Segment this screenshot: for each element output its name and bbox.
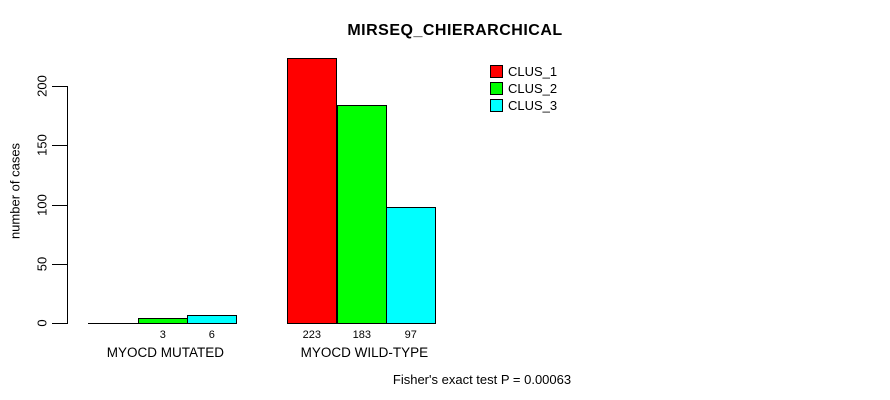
annotation-text: Fisher's exact test P = 0.00063 xyxy=(392,372,572,387)
bar-clus_1-mutated xyxy=(88,323,138,324)
y-tick-label: 150 xyxy=(34,134,50,157)
bar-value-label: 183 xyxy=(352,329,371,341)
bar-clus_1-wild-type xyxy=(287,58,337,324)
x-axis-group-label: MYOCD WILD-TYPE xyxy=(300,345,429,360)
y-tick-mark xyxy=(52,323,68,324)
bar-value-label: 3 xyxy=(159,329,166,341)
y-tick-mark xyxy=(52,86,68,87)
legend-swatch-clus_1 xyxy=(490,65,503,78)
y-tick-label: 100 xyxy=(34,193,50,216)
legend-label-clus_1: CLUS_1 xyxy=(508,64,558,79)
legend-label-clus_2: CLUS_2 xyxy=(508,81,558,96)
legend-swatch-clus_3 xyxy=(490,99,503,112)
y-tick-label: 0 xyxy=(34,319,50,327)
y-tick-label: 200 xyxy=(34,75,50,97)
y-tick-mark xyxy=(52,145,68,147)
y-tick-mark xyxy=(52,263,68,265)
bar-value-label: 97 xyxy=(404,329,417,341)
bar-clus_3-wild-type xyxy=(386,207,436,324)
legend-swatch-clus_2 xyxy=(490,82,503,95)
y-tick-mark xyxy=(52,204,68,206)
x-axis-group-label: MYOCD MUTATED xyxy=(106,345,225,360)
legend-label-clus_3: CLUS_3 xyxy=(508,98,558,113)
bar-clus_2-mutated xyxy=(138,318,188,324)
y-tick-label: 50 xyxy=(34,256,50,271)
chart-title: MIRSEQ_CHIERARCHICAL xyxy=(347,22,563,39)
bar-value-label: 6 xyxy=(208,329,215,341)
y-axis-label: number of cases xyxy=(7,142,23,240)
bar-clus_2-wild-type xyxy=(337,105,387,324)
bar-value-label: 223 xyxy=(302,329,321,341)
bar-clus_3-mutated xyxy=(187,315,237,324)
